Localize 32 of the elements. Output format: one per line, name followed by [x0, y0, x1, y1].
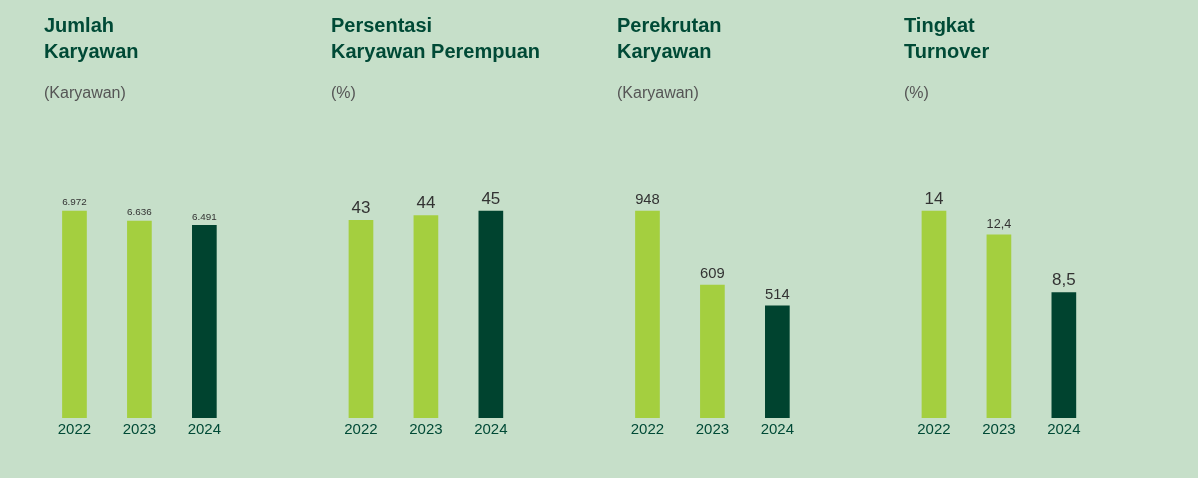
x-tick-label: 2023	[695, 420, 730, 437]
x-tick-label: 2023	[409, 420, 443, 437]
chart-subtitle: (%)	[904, 84, 929, 101]
data-label: 6.972	[62, 196, 87, 208]
x-tick-label: 2024	[760, 420, 795, 437]
chart-title: Perekrutan Karyawan	[617, 14, 722, 62]
chart-title: Tingkat Turnover	[904, 14, 990, 62]
x-tick-label: 2023	[122, 420, 157, 437]
data-label: 6.491	[192, 210, 217, 222]
data-label: 514	[765, 286, 790, 303]
x-tick-label: 2022	[630, 420, 665, 437]
x-tick-label: 2024	[474, 420, 508, 437]
x-tick-label: 2023	[982, 420, 1016, 437]
x-tick-label: 2022	[344, 420, 378, 437]
chart-title: Persentasi Karyawan Perempuan	[331, 14, 540, 62]
data-label: 43	[351, 197, 371, 217]
x-tick-label: 2024	[1047, 420, 1081, 437]
data-label: 948	[635, 191, 660, 208]
x-tick-label: 2022	[917, 420, 951, 437]
data-label: 45	[481, 188, 501, 208]
data-label: 6.636	[127, 206, 153, 218]
data-label: 609	[700, 265, 725, 282]
chart-subtitle: (%)	[331, 84, 356, 101]
data-label: 14	[924, 188, 944, 208]
x-tick-label: 2024	[187, 420, 222, 437]
chart-subtitle: (Karyawan)	[44, 84, 126, 101]
x-tick-label: 2022	[57, 420, 92, 437]
chart-title: Jumlah Karyawan	[44, 14, 139, 62]
chart-subtitle: (Karyawan)	[617, 84, 699, 101]
data-label: 12,4	[986, 217, 1012, 232]
data-label: 44	[416, 193, 436, 213]
data-label: 8,5	[1052, 270, 1076, 290]
